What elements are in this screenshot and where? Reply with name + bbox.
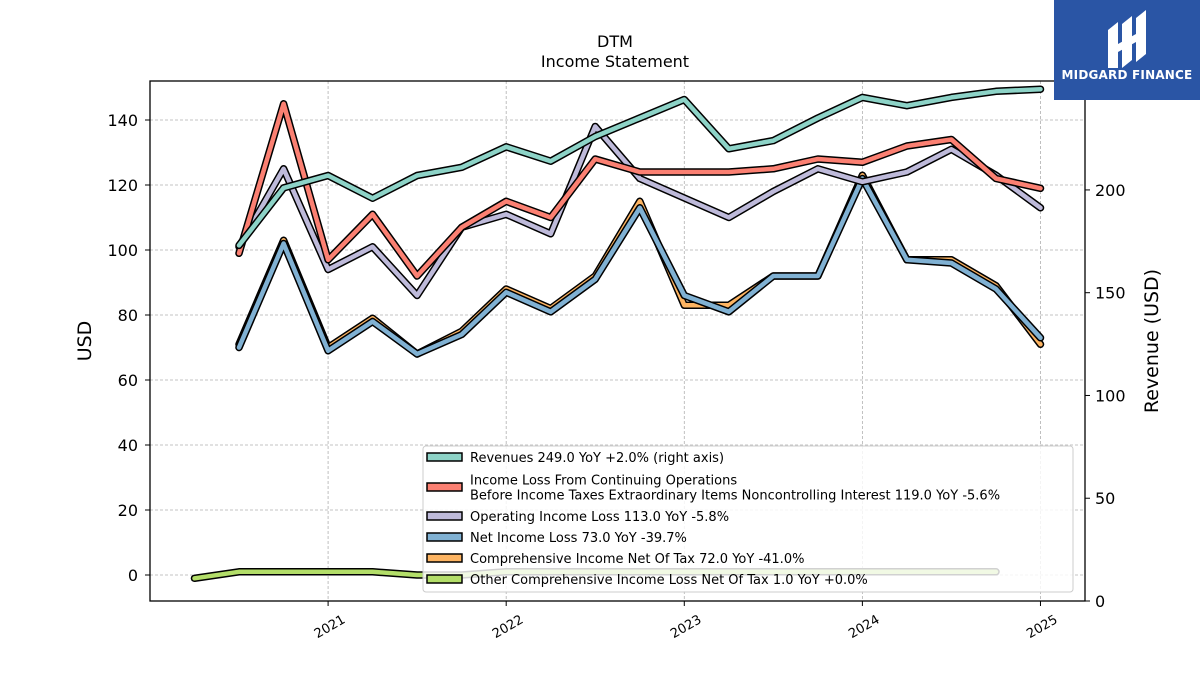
x-tick-label: 2023 bbox=[668, 612, 704, 642]
legend-label-operating: Operating Income Loss 113.0 YoY -5.8% bbox=[470, 510, 729, 525]
series-line-operating bbox=[236, 124, 1043, 298]
legend-label-other: Other Comprehensive Income Loss Net Of T… bbox=[470, 573, 868, 588]
y-right-tick-label: 0 bbox=[1095, 592, 1105, 611]
legend-label-pretax: Income Loss From Continuing Operations Be… bbox=[470, 474, 1000, 504]
legend-box bbox=[422, 445, 1074, 593]
y-axis-right-label: Revenue (USD) bbox=[1141, 269, 1163, 413]
y-tick-label: 120 bbox=[107, 176, 138, 195]
y-tick-label: 60 bbox=[118, 371, 138, 390]
legend-swatch-pretax bbox=[426, 482, 463, 492]
legend-swatch-net bbox=[426, 532, 463, 542]
series-revenues bbox=[235, 85, 1045, 250]
legend-label-revenues: Revenues 249.0 YoY +2.0% (right axis) bbox=[470, 451, 724, 466]
legend-swatch-comprehensive bbox=[426, 553, 463, 563]
chart-subtitle: Income Statement bbox=[541, 52, 689, 71]
series-operating bbox=[235, 122, 1045, 300]
y-tick-label: 100 bbox=[107, 241, 138, 260]
x-tick-label: 2021 bbox=[312, 612, 348, 642]
series-line-net bbox=[236, 176, 1043, 357]
legend-swatch-operating bbox=[426, 511, 463, 521]
logo-text: MIDGARD FINANCE bbox=[1061, 68, 1193, 82]
legend-label-comprehensive: Comprehensive Income Net Of Tax 72.0 YoY… bbox=[470, 552, 804, 567]
y-tick-label: 40 bbox=[118, 436, 138, 455]
series-pretax bbox=[235, 100, 1045, 280]
series-line-revenues bbox=[236, 86, 1043, 248]
y-right-tick-label: 50 bbox=[1095, 489, 1115, 508]
x-tick-label: 2024 bbox=[846, 612, 882, 642]
y-right-tick-label: 150 bbox=[1095, 284, 1126, 303]
y-tick-label: 80 bbox=[118, 306, 138, 325]
legend-swatch-revenues bbox=[426, 452, 463, 462]
y-tick-label: 20 bbox=[118, 501, 138, 520]
legend-label-net: Net Income Loss 73.0 YoY -39.7% bbox=[470, 531, 687, 546]
series-line-pretax bbox=[236, 101, 1043, 279]
y-right-tick-label: 200 bbox=[1095, 181, 1126, 200]
series-net bbox=[235, 174, 1045, 358]
x-tick-label: 2025 bbox=[1024, 612, 1060, 642]
y-right-tick-label: 100 bbox=[1095, 386, 1126, 405]
legend: Revenues 249.0 YoY +2.0% (right axis) Inc… bbox=[422, 445, 1074, 593]
x-tick-label: 2022 bbox=[490, 612, 526, 642]
plot-frame bbox=[149, 80, 1086, 602]
midgard-finance-logo: MIDGARD FINANCE bbox=[1054, 0, 1200, 100]
y-axis-label: USD bbox=[74, 321, 96, 362]
legend-swatch-other bbox=[426, 574, 463, 584]
y-tick-label: 0 bbox=[128, 566, 138, 585]
midgard-logo-icon bbox=[1108, 10, 1146, 68]
y-tick-label: 140 bbox=[107, 111, 138, 130]
chart-title: DTM bbox=[597, 32, 633, 51]
